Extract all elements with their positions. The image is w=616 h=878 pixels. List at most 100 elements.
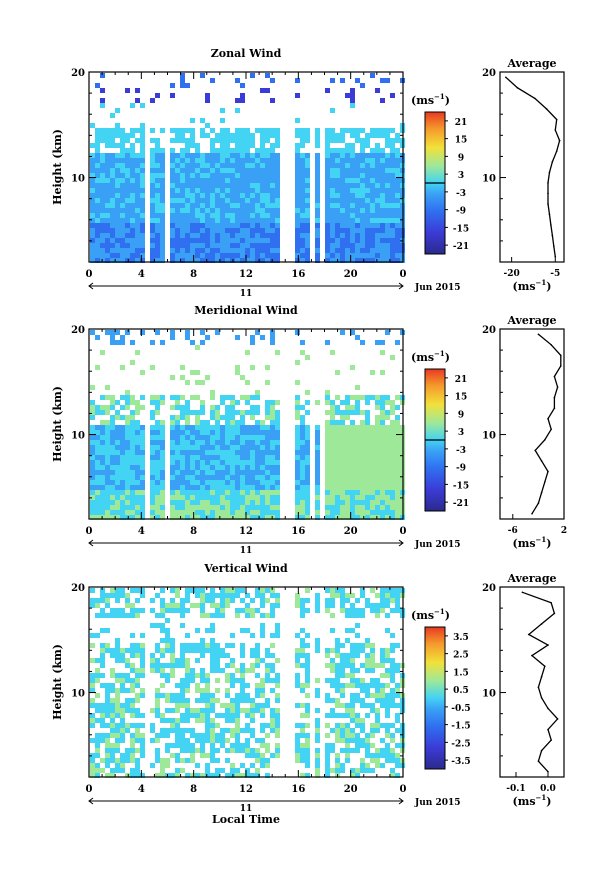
x-tick-label: 20	[344, 526, 358, 537]
x-tick-label: 20	[344, 784, 358, 795]
panel-3: Vertical Wind 0 4 8 12 16 20 0 20 10 Height (km) 11…	[51, 562, 565, 826]
date-bar-arrow-right	[398, 282, 404, 290]
x-tick-label: 0	[400, 784, 407, 795]
colorbar-tick-label: -3.5	[451, 757, 470, 767]
profile-unit-label: (ms−1)	[512, 793, 551, 808]
colorbar-tick-label: 9	[458, 153, 464, 163]
x-tick-label: 16	[291, 526, 305, 537]
profile-point	[547, 644, 549, 646]
profile-y-tick: 10	[482, 689, 496, 700]
profile-point	[540, 460, 543, 462]
x-tick-label: 8	[190, 526, 197, 537]
profile-point	[553, 245, 555, 247]
x-tick-label: 20	[344, 269, 358, 280]
colorbar-unit-label: (ms−1)	[411, 607, 450, 622]
profile-point	[516, 87, 519, 89]
profile-point	[548, 171, 551, 174]
x-tick-label: 0	[86, 526, 93, 537]
profile-point	[540, 675, 543, 678]
profile-point	[555, 118, 558, 121]
colorbar-tick-label: -9	[456, 207, 466, 217]
profile-line	[505, 76, 561, 257]
profile-point	[521, 591, 524, 594]
profile-point	[551, 160, 554, 163]
date-bar-arrow-right	[398, 539, 404, 547]
heatmap-cells	[90, 588, 405, 778]
profile-point	[550, 224, 552, 226]
profile-x-tick: 0.0	[540, 784, 556, 794]
x-tick-label: 4	[138, 784, 145, 795]
profile-y-tick: 10	[482, 174, 496, 185]
x-tick-label: 12	[239, 269, 253, 280]
profile-point	[554, 255, 557, 258]
profile-point	[550, 428, 552, 431]
profile-point	[551, 234, 554, 237]
profile-point	[554, 129, 557, 131]
colorbar-unit-label: (ms−1)	[411, 92, 450, 107]
y-tick-label: 10	[71, 689, 85, 700]
colorbar-tick-label: 9	[458, 410, 464, 420]
date-label: 11	[240, 289, 253, 299]
y-tick-label: 20	[71, 325, 85, 336]
colorbar-tick-label: 3	[458, 428, 464, 438]
profile-x-tick: -20	[504, 269, 520, 279]
y-tick-label: 10	[71, 431, 85, 442]
y-axis-label: Height (km)	[51, 386, 64, 462]
date-bar-arrow-left	[88, 539, 94, 547]
x-tick-label: 8	[190, 269, 197, 280]
panel-title: Vertical Wind	[203, 562, 288, 575]
profile-point	[545, 108, 548, 110]
colorbar-tick-label: 2.5	[453, 651, 469, 661]
colorbar-tick-label: -21	[453, 499, 469, 509]
panel-title: Meridional Wind	[194, 304, 298, 317]
profile-y-tick: 20	[482, 68, 496, 79]
panel-1: Zonal Wind 0 4 8 12 16 20 0 20 10 Height (km) 11 Jun…	[51, 47, 565, 299]
profile-point	[537, 760, 540, 762]
profile-point	[537, 686, 540, 689]
profile-point	[537, 333, 540, 336]
x-tick-label: 16	[291, 784, 305, 795]
profile-title: Average	[506, 314, 556, 327]
colorbar-unit-sup: −1	[434, 349, 445, 358]
colorbar-tick-label: -21	[453, 242, 469, 252]
profile-point	[558, 139, 561, 142]
profile-frame	[499, 71, 565, 263]
colorbar-tick-label: 21	[455, 375, 468, 385]
colorbar-tick-label: -2.5	[451, 739, 470, 749]
colorbar-tick-label: 3.5	[453, 633, 469, 643]
x-tick-label: 0	[86, 784, 93, 795]
profile-point	[556, 386, 559, 388]
profile-point	[553, 407, 556, 409]
colorbar-tick-label: 15	[455, 136, 468, 146]
profile-point	[540, 749, 543, 752]
profile-point	[531, 512, 533, 515]
heatmap-cells	[90, 73, 405, 263]
colorbar-tick-label: 1.5	[453, 668, 469, 678]
date-label: 11	[240, 546, 253, 556]
profile-point	[550, 739, 552, 741]
profile-point	[540, 491, 543, 494]
profile-unit-label: (ms−1)	[512, 535, 551, 550]
profile-point	[555, 150, 558, 152]
profile-point	[550, 602, 552, 604]
profile-point	[528, 633, 530, 636]
profile-title: Average	[506, 572, 556, 585]
profile-point	[547, 182, 549, 184]
y-axis-label: Height (km)	[51, 129, 64, 205]
profile-frame	[499, 328, 565, 520]
colorbar	[424, 626, 446, 770]
y-tick-label: 20	[71, 583, 85, 594]
profile-point	[553, 612, 556, 615]
colorbar-tick-label: -3	[456, 189, 466, 199]
colorbar-tick-label: 21	[455, 118, 468, 128]
colorbar-tick-label: 0.5	[453, 686, 469, 696]
profile-line	[522, 591, 559, 773]
x-tick-label: 8	[190, 784, 197, 795]
x-tick-label: 12	[239, 526, 253, 537]
profile-unit-sup: −1	[536, 793, 547, 802]
profile-point	[556, 718, 559, 720]
heatmap-cells	[90, 330, 405, 520]
colorbar-tick-label: -3	[456, 446, 466, 456]
profile-y-tick: 20	[482, 325, 496, 336]
colorbar-tick-label: 15	[455, 393, 468, 403]
